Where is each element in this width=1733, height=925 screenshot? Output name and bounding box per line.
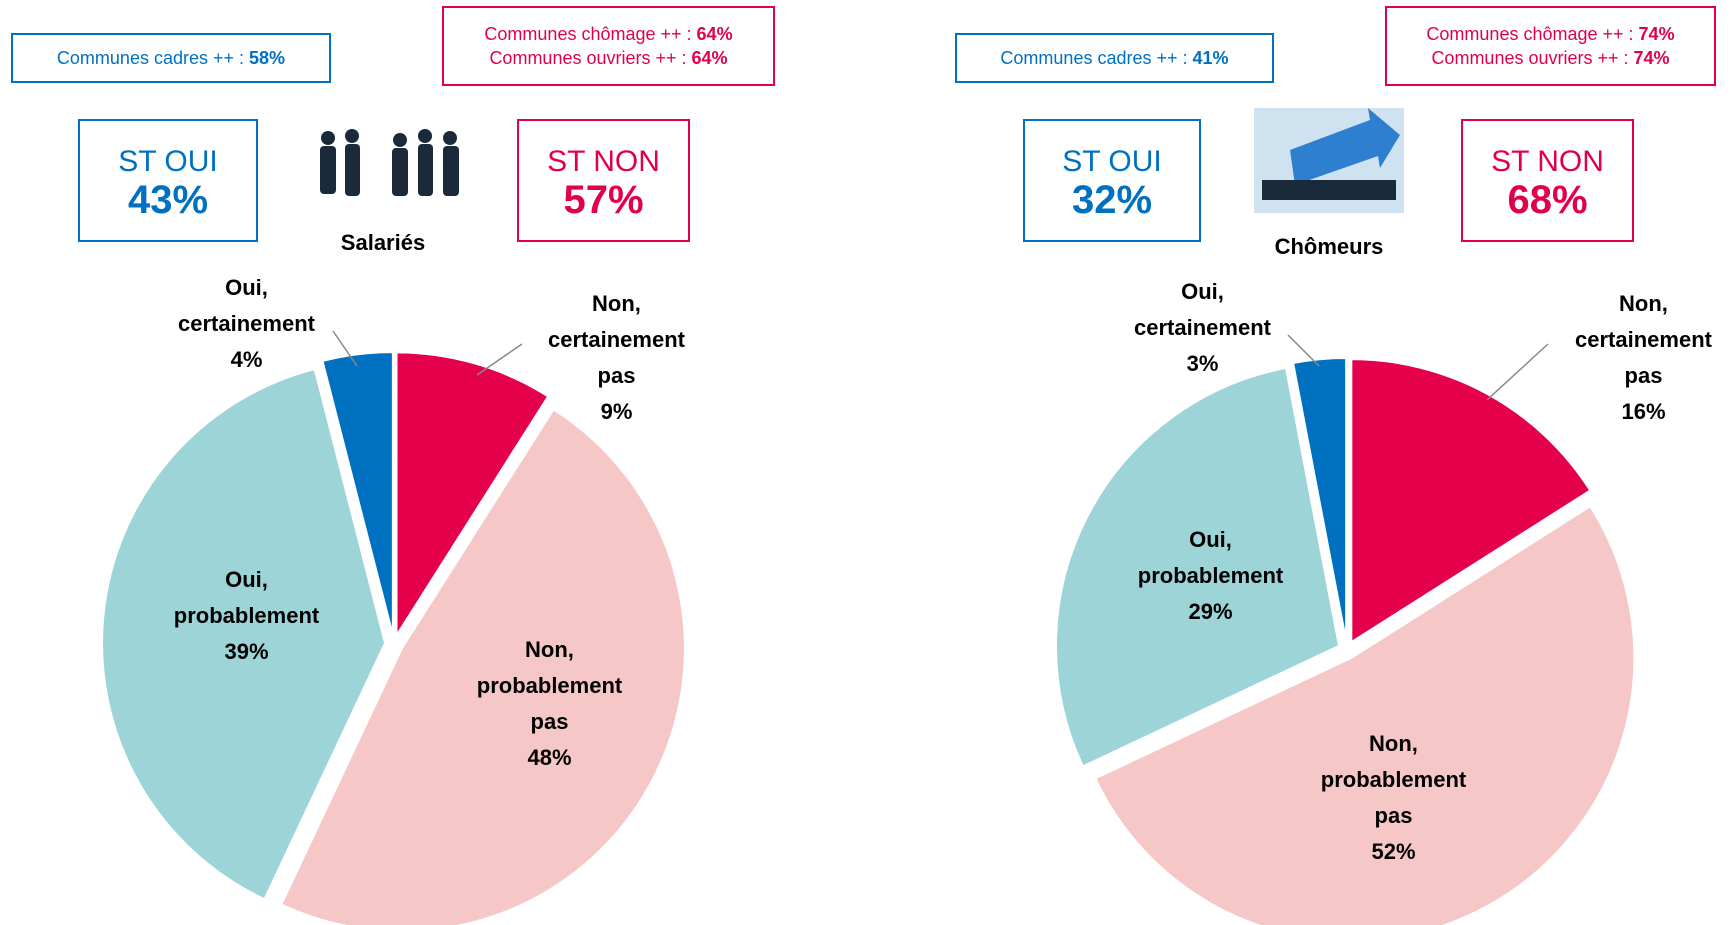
summary-label: ST NON <box>519 143 688 181</box>
value-label: 48% <box>462 740 637 776</box>
category-label: Oui, certainement <box>159 270 334 342</box>
summary-value: 43% <box>80 181 256 219</box>
category-label: Non, certainement pas <box>529 286 704 394</box>
note-label: Communes chômage ++ : <box>1426 24 1633 44</box>
note-value: 58% <box>249 48 285 68</box>
page: Non, certainement pas9%Non, probablement… <box>0 0 1733 925</box>
emploi-icon <box>1254 108 1404 213</box>
note-box: Communes cadres ++ : 58% <box>11 33 331 83</box>
summary-label: ST NON <box>1463 143 1632 181</box>
value-label: 29% <box>1123 594 1298 630</box>
note-value: 64% <box>692 48 728 68</box>
category-label: Non, certainement pas <box>1556 286 1731 394</box>
note-label: Communes chômage ++ : <box>484 24 691 44</box>
category-label: Non, probablement pas <box>462 632 637 740</box>
note-label: Communes ouvriers ++ : <box>489 48 686 68</box>
summary-value: 32% <box>1025 181 1199 219</box>
title-text: Salariés <box>341 230 425 255</box>
note-box: Communes chômage ++ : 64%Communes ouvrie… <box>442 6 775 86</box>
category-label: Non, probablement pas <box>1306 726 1481 834</box>
note-line: Communes cadres ++ : 41% <box>957 46 1272 70</box>
chart-title: Salariés <box>303 230 463 256</box>
category-label: Oui, probablement <box>159 562 334 634</box>
summary-value: 68% <box>1463 181 1632 219</box>
category-label: Oui, probablement <box>1123 522 1298 594</box>
chart-title: Chômeurs <box>1249 234 1409 260</box>
leader-line <box>1487 344 1548 400</box>
summary-label: ST OUI <box>1025 143 1199 181</box>
note-line: Communes cadres ++ : 58% <box>13 46 329 70</box>
people-icon <box>320 129 459 196</box>
note-value: 41% <box>1193 48 1229 68</box>
note-line: Communes chômage ++ : 64% <box>444 22 773 46</box>
note-box: Communes cadres ++ : 41% <box>955 33 1274 83</box>
note-line: Communes ouvriers ++ : 64% <box>444 46 773 70</box>
note-box: Communes chômage ++ : 74%Communes ouvrie… <box>1385 6 1716 86</box>
note-value: 74% <box>1639 24 1675 44</box>
leader-line <box>477 344 522 375</box>
title-text: Chômeurs <box>1275 234 1384 259</box>
note-label: Communes cadres ++ : <box>1000 48 1187 68</box>
note-line: Communes ouvriers ++ : 74% <box>1387 46 1714 70</box>
value-label: 4% <box>159 342 334 378</box>
summary-value: 57% <box>519 181 688 219</box>
value-label: 9% <box>529 394 704 430</box>
note-label: Communes cadres ++ : <box>57 48 244 68</box>
note-value: 64% <box>697 24 733 44</box>
value-label: 3% <box>1115 346 1290 382</box>
note-label: Communes ouvriers ++ : <box>1431 48 1628 68</box>
value-label: 16% <box>1556 394 1731 430</box>
note-line: Communes chômage ++ : 74% <box>1387 22 1714 46</box>
value-label: 39% <box>159 634 334 670</box>
note-value: 74% <box>1634 48 1670 68</box>
category-label: Oui, certainement <box>1115 274 1290 346</box>
summary-label: ST OUI <box>80 143 256 181</box>
value-label: 52% <box>1306 834 1481 870</box>
